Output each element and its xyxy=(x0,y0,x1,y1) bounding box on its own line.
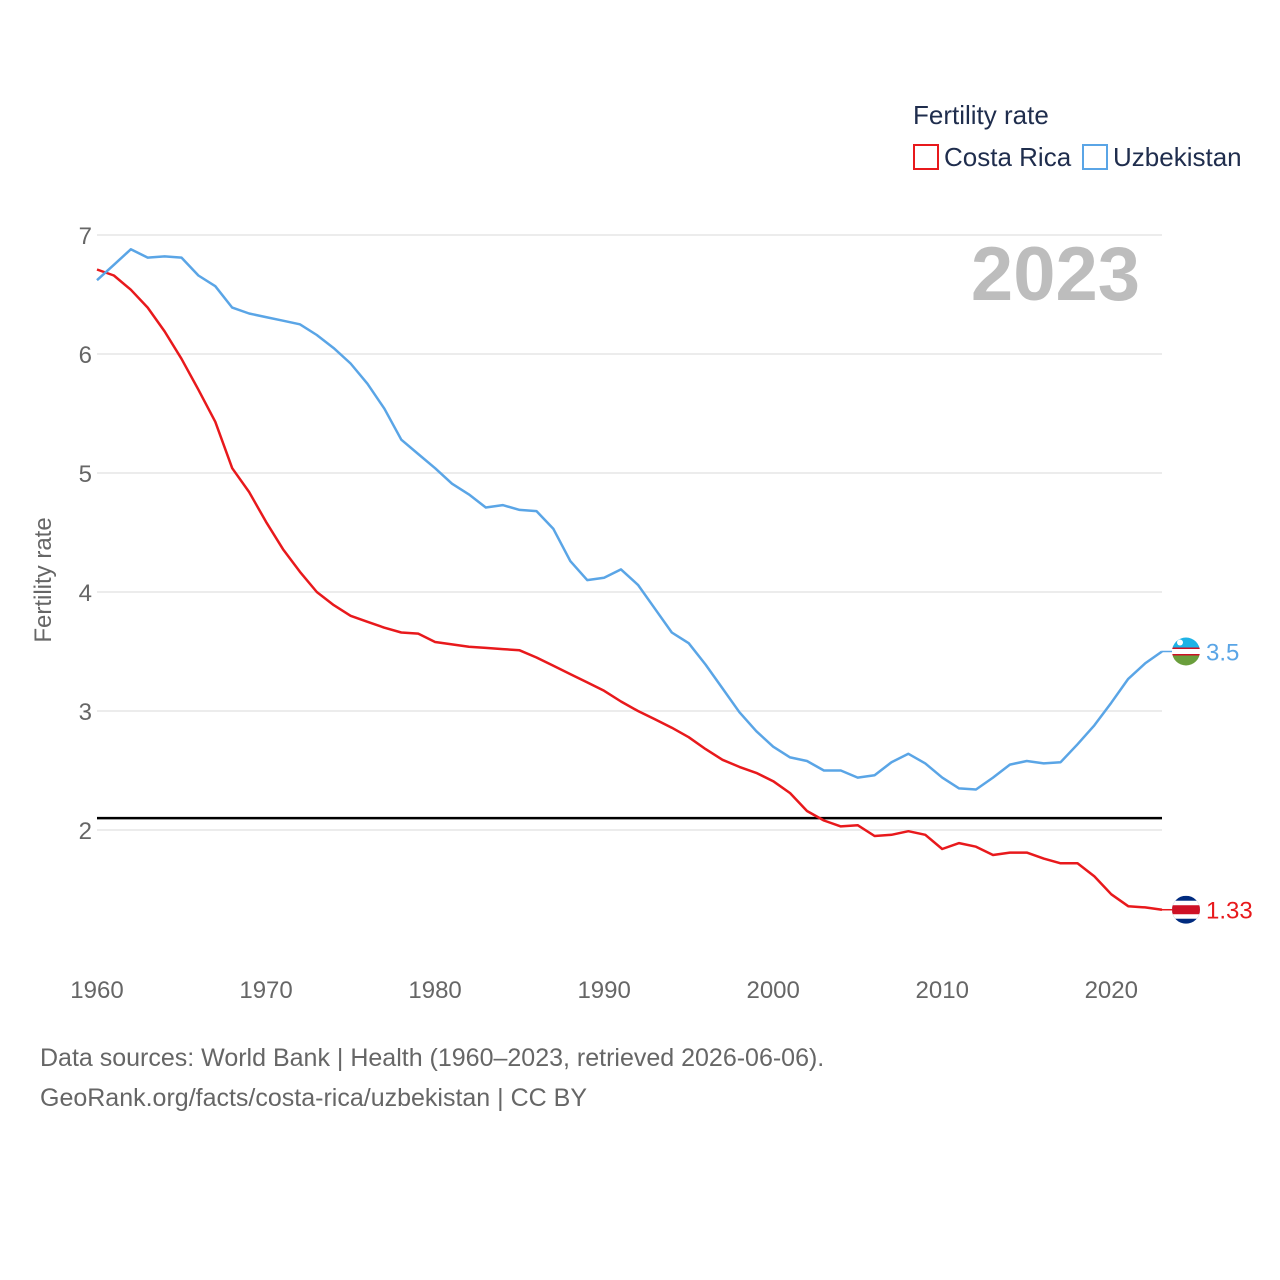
series-line-costa-rica xyxy=(96,268,1163,911)
grid-lines xyxy=(97,234,1162,831)
legend-swatch-uzbekistan xyxy=(1082,144,1108,170)
uzbekistan-flag-icon xyxy=(1172,637,1200,666)
y-axis-ticks: 2 3 4 5 6 7 xyxy=(79,223,92,845)
x-tick-label: 1990 xyxy=(577,977,630,1004)
credit-link[interactable]: GeoRank.org/facts/costa-rica/uzbekistan … xyxy=(40,1084,587,1112)
data-sources-note: Data sources: World Bank | Health (1960–… xyxy=(40,1044,825,1072)
x-tick-label: 2010 xyxy=(916,977,969,1004)
end-value-label-uzbekistan: 3.5 xyxy=(1206,640,1239,667)
legend-label-costa-rica: Costa Rica xyxy=(944,142,1072,172)
legend-swatch-costa-rica xyxy=(913,144,939,170)
y-tick-label: 5 xyxy=(79,461,92,488)
y-tick-label: 6 xyxy=(79,342,92,369)
y-tick-label: 3 xyxy=(79,699,92,726)
series-line-uzbekistan xyxy=(96,248,1163,791)
y-tick-label: 2 xyxy=(79,818,92,845)
legend-label-uzbekistan: Uzbekistan xyxy=(1113,142,1242,172)
legend-title: Fertility rate xyxy=(913,100,1049,130)
legend-item-uzbekistan[interactable]: Uzbekistan xyxy=(1082,142,1242,172)
end-value-label-costa-rica: 1.33 xyxy=(1206,898,1253,925)
x-tick-label: 1960 xyxy=(70,977,123,1004)
fertility-rate-chart: 2 3 4 5 6 7 1960 1970 1980 1990 2000 2010 2020 Fert… xyxy=(30,100,1253,1004)
y-axis-label: Fertility rate xyxy=(30,517,57,642)
x-tick-label: 2000 xyxy=(746,977,799,1004)
end-markers: 1.33 3.5 xyxy=(1162,637,1253,925)
x-tick-label: 2020 xyxy=(1085,977,1138,1004)
x-tick-label: 1970 xyxy=(239,977,292,1004)
costa-rica-flag-icon xyxy=(1172,895,1200,924)
x-axis-ticks: 1960 1970 1980 1990 2000 2010 2020 xyxy=(70,977,1138,1004)
legend: Fertility rate Costa Rica Uzbekistan xyxy=(913,100,1242,172)
year-label: 2023 xyxy=(971,232,1140,317)
y-tick-label: 7 xyxy=(79,223,92,250)
x-tick-label: 1980 xyxy=(408,977,461,1004)
legend-item-costa-rica[interactable]: Costa Rica xyxy=(913,142,1072,172)
y-tick-label: 4 xyxy=(79,580,92,607)
series-lines xyxy=(96,248,1163,911)
